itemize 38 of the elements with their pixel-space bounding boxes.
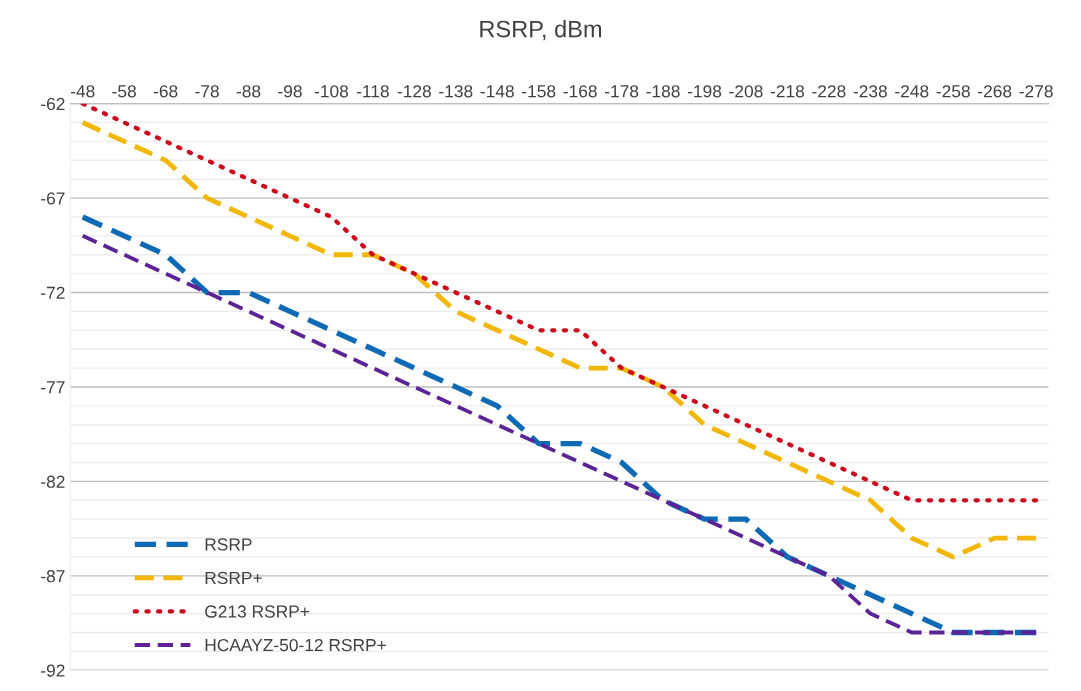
x-tick-label: -158 (522, 85, 556, 98)
y-tick-label: -67 (41, 192, 65, 205)
x-tick-label: -168 (563, 85, 597, 98)
x-tick-label: -248 (895, 85, 929, 98)
x-tick-label: -258 (936, 85, 970, 98)
chart-title: RSRP, dBm (480, 20, 602, 41)
x-tick-label: -68 (153, 85, 178, 98)
x-tick-label: -118 (356, 85, 389, 98)
x-tick-label: -238 (853, 85, 887, 98)
legend-label: RSRP (205, 538, 252, 551)
x-tick-label: -228 (812, 85, 846, 98)
x-tick-label: -48 (70, 85, 95, 98)
x-tick-label: -188 (646, 85, 680, 98)
x-tick-label: -268 (978, 85, 1012, 98)
x-tick-label: -78 (195, 85, 219, 98)
x-tick-label: -198 (687, 85, 722, 98)
legend-label: RSRP+ (205, 571, 262, 585)
line-series (80, 120, 1039, 560)
x-tick-label: -138 (439, 85, 473, 98)
x-tick-label: -98 (278, 85, 302, 98)
x-tick-label: -178 (605, 85, 639, 98)
y-tick-label: -82 (41, 475, 65, 488)
y-tick-label: -62 (41, 97, 65, 111)
line-series (80, 103, 1039, 503)
y-tick-label: -87 (41, 570, 65, 583)
x-tick-label: -218 (770, 85, 805, 98)
x-tick-label: -278 (1019, 85, 1053, 98)
x-tick-label: -148 (480, 85, 514, 98)
legend-label: HCAAYZ-50-12 RSRP+ (205, 638, 386, 652)
y-tick-label: -77 (41, 381, 65, 394)
x-tick-label: -208 (729, 85, 763, 98)
y-tick-label: -92 (41, 664, 65, 677)
x-tick-label: -108 (314, 85, 349, 98)
x-tick-label: -88 (236, 85, 261, 98)
y-tick-label: -72 (41, 286, 65, 299)
x-tick-label: -128 (397, 85, 431, 98)
legend-label: G213 RSRP+ (205, 605, 310, 618)
x-tick-label: -58 (112, 85, 136, 98)
